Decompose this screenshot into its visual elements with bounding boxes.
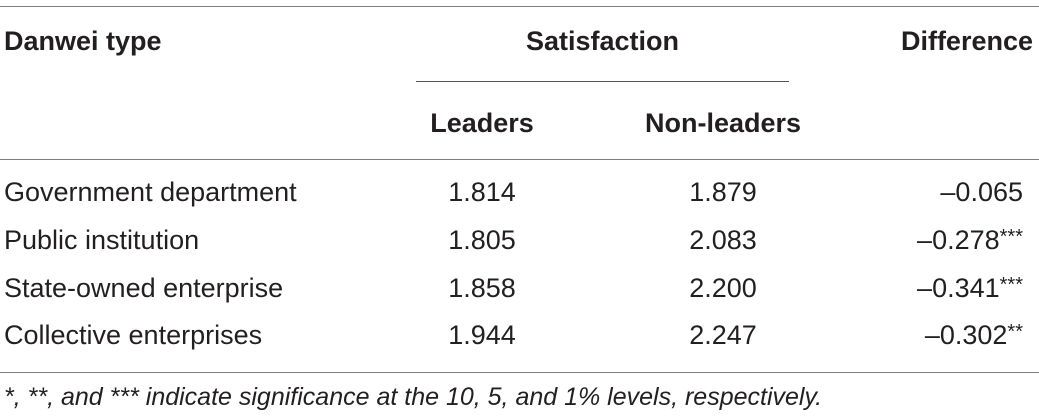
row-2-significance: *** <box>999 274 1023 296</box>
header-difference: Difference <box>900 26 1033 56</box>
top-rule <box>0 6 1039 7</box>
row-1-difference-value: –0.278 <box>917 225 1000 255</box>
row-0-non-leaders: 1.879 <box>689 177 757 207</box>
row-1-type: Public institution <box>4 225 200 255</box>
row-2-difference-value: –0.341 <box>917 273 1000 303</box>
header-leaders: Leaders <box>430 108 534 138</box>
bottom-rule <box>0 372 1039 373</box>
header-satisfaction: Satisfaction <box>525 26 680 56</box>
row-2-difference: –0.341*** <box>917 272 1023 304</box>
row-2-leaders: 1.858 <box>448 273 516 303</box>
row-2-type: State-owned enterprise <box>4 273 284 303</box>
row-3-non-leaders: 2.247 <box>689 320 757 350</box>
row-0-difference-value: –0.065 <box>940 177 1023 207</box>
row-3-leaders: 1.944 <box>448 320 516 350</box>
row-3-difference-value: –0.302 <box>924 320 1008 350</box>
row-3-difference: –0.302** <box>925 319 1023 351</box>
row-1-significance: *** <box>999 226 1023 248</box>
row-2-non-leaders: 2.200 <box>689 273 757 303</box>
row-1-difference: –0.278*** <box>917 224 1023 256</box>
row-3-type: Collective enterprises <box>4 320 263 350</box>
header-danwei-type: Danwei type <box>4 26 162 56</box>
header-rule <box>0 159 1039 160</box>
row-3-significance: ** <box>1007 321 1023 343</box>
row-1-non-leaders: 2.083 <box>689 225 757 255</box>
satisfaction-subrule <box>416 81 789 82</box>
row-1-leaders: 1.805 <box>448 225 516 255</box>
row-0-type: Government department <box>4 177 297 207</box>
row-0-leaders: 1.814 <box>448 177 516 207</box>
table-footnote: *, **, and *** indicate significance at … <box>4 383 823 411</box>
row-0-difference: –0.065 <box>940 176 1023 208</box>
header-non-leaders: Non-leaders <box>644 108 802 138</box>
